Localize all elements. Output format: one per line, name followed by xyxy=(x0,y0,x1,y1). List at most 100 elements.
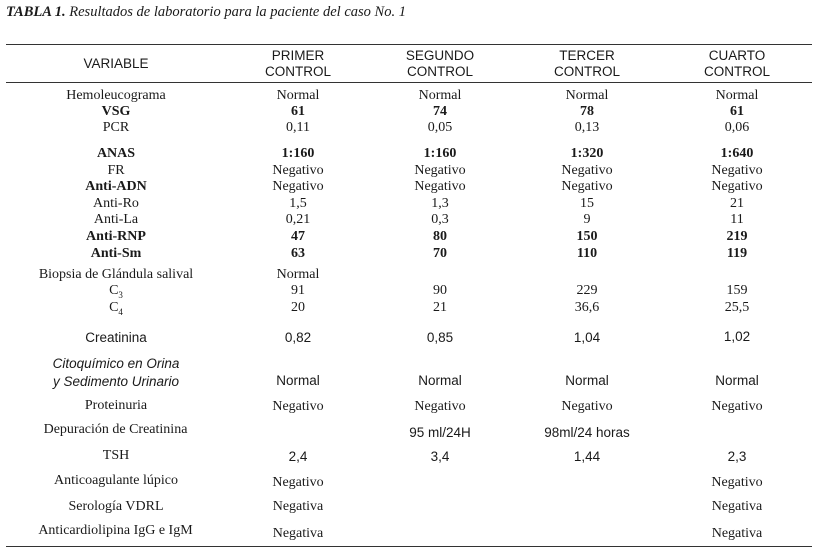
header-rule xyxy=(6,82,812,83)
cell-value: Negativo xyxy=(272,475,324,490)
row-label: Citoquímico en Orina y Sedimento Urinari… xyxy=(36,355,196,391)
cell-value: 0,06 xyxy=(724,120,750,135)
cell-value: 1,04 xyxy=(573,330,601,345)
cell-value: 21 xyxy=(730,196,744,211)
row-label: Anticardiolipina IgG e IgM xyxy=(38,523,193,538)
cell-value: 1,5 xyxy=(289,196,307,211)
cell-value: Negativo xyxy=(561,179,613,194)
row-label: PCR xyxy=(102,120,130,135)
header-line: CONTROL xyxy=(406,64,473,79)
cell-value: Negativo xyxy=(711,475,763,490)
header-line: CUARTO xyxy=(708,48,766,63)
row-label: Proteinuria xyxy=(84,398,148,413)
row-label: Anti-ADN xyxy=(85,179,147,194)
cell-value: 80 xyxy=(433,229,447,244)
label-line: y Sedimento Urinario xyxy=(52,374,180,389)
cell-value: Negativo xyxy=(711,399,763,414)
row-label: FR xyxy=(107,163,125,178)
cell-value: Normal xyxy=(715,88,759,103)
header-line: TERCER xyxy=(559,48,615,63)
row-label: Depuración de Creatinina xyxy=(43,422,188,437)
row-label: C4 xyxy=(36,300,196,317)
caption-text: Resultados de laboratorio para la pacien… xyxy=(65,4,406,20)
cell-value: Negativa xyxy=(711,526,763,541)
cell-value: 0,13 xyxy=(574,120,600,135)
row-label: Anti-Sm xyxy=(90,246,142,261)
row-label: Serología VDRL xyxy=(68,499,164,514)
cell-value: Normal xyxy=(565,373,609,388)
label-subscript: 4 xyxy=(118,307,123,317)
row-label: Biopsia de Glándula salival xyxy=(38,267,194,282)
cell-value: Negativo xyxy=(272,179,324,194)
cell-value: Negativo xyxy=(711,179,763,194)
cell-value: 0,85 xyxy=(426,330,454,345)
cell-value: 150 xyxy=(576,229,598,244)
header-line: CONTROL xyxy=(264,64,331,79)
row-label: Hemoleucograma xyxy=(66,88,166,103)
cell-value: 36,6 xyxy=(574,300,600,315)
cell-value: 95 ml/24H xyxy=(409,425,471,440)
cell-value: 90 xyxy=(433,283,447,298)
cell-value: 20 xyxy=(291,300,305,315)
cell-value: Normal xyxy=(418,88,462,103)
row-label: Anticoagulante lúpico xyxy=(53,473,179,488)
cell-value: 1:160 xyxy=(281,146,315,161)
row-label: Anti-La xyxy=(93,212,139,227)
cell-value: 119 xyxy=(726,246,748,261)
label-text: C xyxy=(109,283,119,298)
row-label: VSG xyxy=(101,104,131,119)
header-line: CONTROL xyxy=(703,64,770,79)
label-text: C xyxy=(109,300,119,315)
cell-value: 70 xyxy=(433,246,447,261)
cell-value: Negativa xyxy=(711,499,763,514)
cell-value: 1,02 xyxy=(723,329,751,344)
cell-value: 25,5 xyxy=(724,300,750,315)
cell-value: Normal xyxy=(715,373,759,388)
caption-label: TABLA 1. xyxy=(6,4,66,20)
cell-value: 229 xyxy=(576,283,598,298)
column-header-variable: VARIABLE xyxy=(83,56,149,71)
cell-value: Normal xyxy=(276,267,320,282)
cell-value: 2,4 xyxy=(288,449,308,464)
cell-value: Negativo xyxy=(414,399,466,414)
cell-value: 1,44 xyxy=(573,449,601,464)
column-header-segundo-control: SEGUNDO CONTROL xyxy=(360,48,520,80)
cell-value: 0,3 xyxy=(431,212,449,227)
cell-value: Negativo xyxy=(561,163,613,178)
cell-value: Normal xyxy=(276,373,320,388)
row-label: C3 xyxy=(36,283,196,300)
column-header-tercer-control: TERCER CONTROL xyxy=(507,48,667,80)
cell-value: Negativo xyxy=(561,399,613,414)
cell-value: 63 xyxy=(291,246,305,261)
cell-value: Negativo xyxy=(414,179,466,194)
row-label: ANAS xyxy=(96,146,136,161)
row-label: Anti-RNP xyxy=(86,229,146,244)
cell-value: Normal xyxy=(565,88,609,103)
column-header-primer-control: PRIMER CONTROL xyxy=(218,48,378,80)
cell-value: 74 xyxy=(433,104,447,119)
cell-value: 11 xyxy=(730,212,744,227)
cell-value: 15 xyxy=(580,196,594,211)
cell-value: 219 xyxy=(726,229,748,244)
cell-value: 1:640 xyxy=(720,146,754,161)
cell-value: 78 xyxy=(580,104,594,119)
header-line: CONTROL xyxy=(553,64,620,79)
cell-value: 98ml/24 horas xyxy=(544,425,630,440)
row-label: TSH xyxy=(102,448,130,463)
row-label: Creatinina xyxy=(85,330,147,345)
cell-value: Negativa xyxy=(272,499,324,514)
cell-value: Negativo xyxy=(272,399,324,414)
cell-value: 0,21 xyxy=(285,212,311,227)
cell-value: 159 xyxy=(726,283,748,298)
cell-value: Negativa xyxy=(272,526,324,541)
cell-value: 1:160 xyxy=(423,146,457,161)
cell-value: 0,11 xyxy=(286,120,310,135)
cell-value: 3,4 xyxy=(430,449,450,464)
cell-value: 2,3 xyxy=(727,449,747,464)
cell-value: 1,3 xyxy=(431,196,449,211)
cell-value: 21 xyxy=(433,300,447,315)
cell-value: 91 xyxy=(291,283,305,298)
cell-value: Negativo xyxy=(414,163,466,178)
cell-value: 0,82 xyxy=(284,330,312,345)
label-line: Citoquímico en Orina xyxy=(52,356,180,371)
